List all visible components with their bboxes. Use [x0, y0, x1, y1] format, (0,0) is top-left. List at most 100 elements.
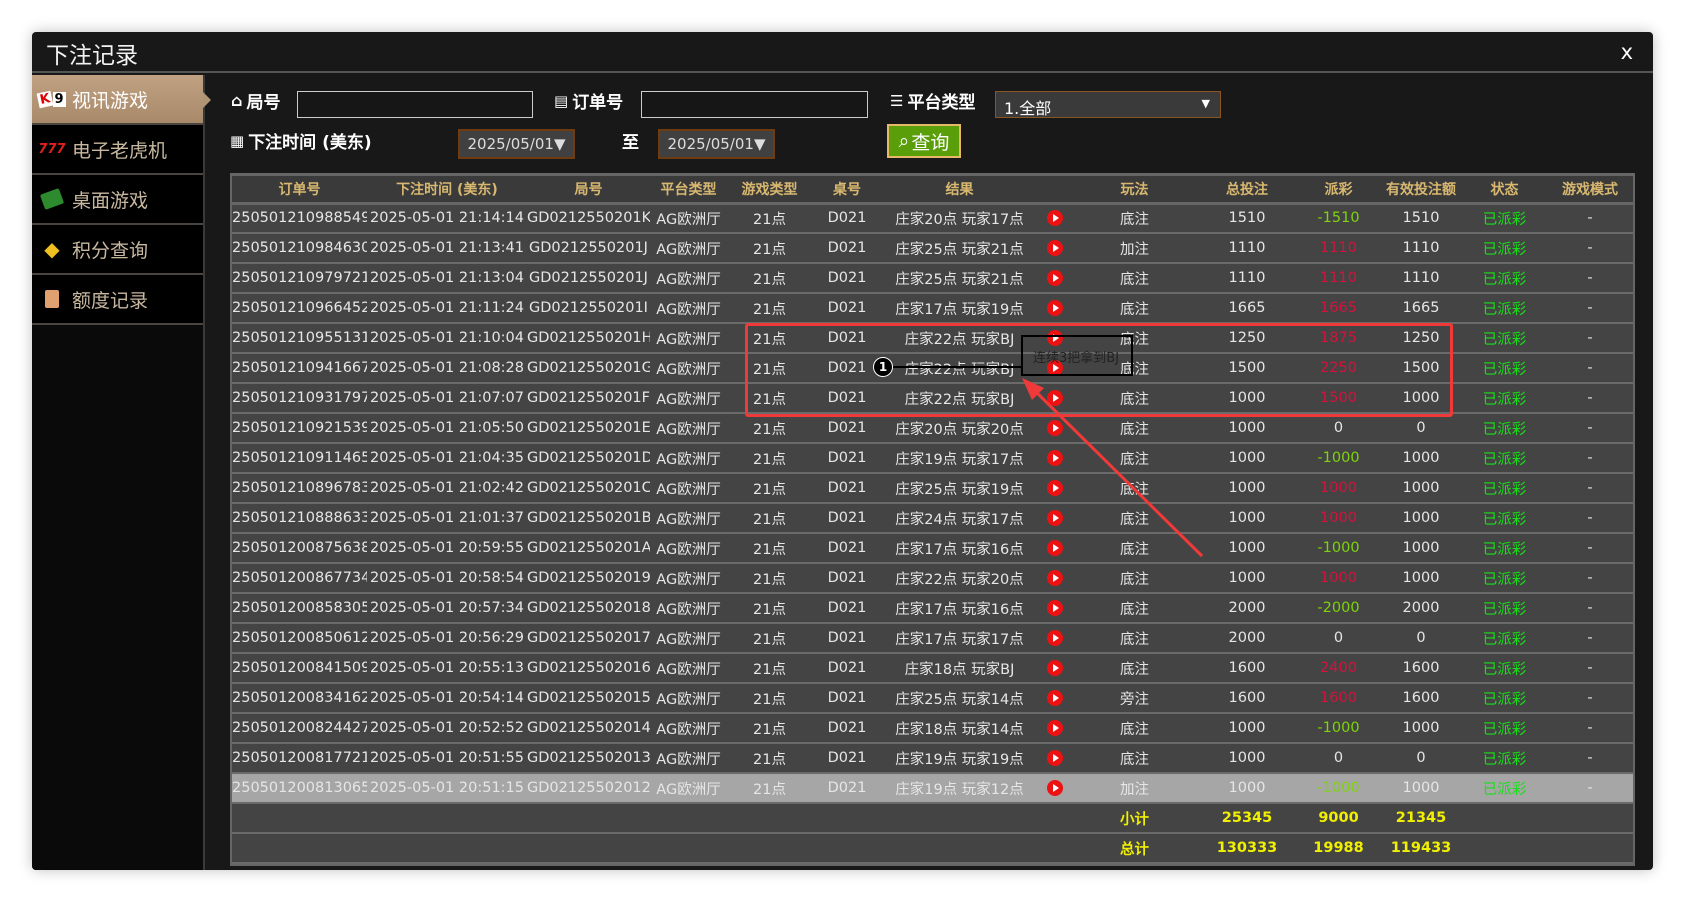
play-replay-icon[interactable] [1046, 630, 1063, 646]
play-replay-icon[interactable] [1046, 690, 1063, 706]
table-row[interactable]: 250501200867734 2025-05-01 20:58:54 GD0212… [232, 563, 1633, 594]
table-row[interactable]: 250501210941667 2025-05-01 21:08:28 GD0212… [232, 353, 1633, 384]
cell-bet-time: 2025-05-01 20:54:14 [367, 683, 527, 714]
close-button[interactable]: x [1620, 40, 1633, 64]
subtotal-total-bet: 25345 [1197, 803, 1297, 834]
table-row[interactable]: 250501200858305 2025-05-01 20:57:34 GD0212… [232, 593, 1633, 624]
play-replay-icon[interactable] [1046, 270, 1063, 286]
cell-table-no: D021 [812, 743, 882, 774]
cell-status: 已派彩 [1462, 563, 1547, 594]
sidebar-item-slots[interactable]: 777 电子老虎机 [32, 125, 203, 175]
play-replay-icon[interactable] [1046, 540, 1063, 556]
cell-play-method: 底注 [1072, 353, 1197, 384]
cell-game-type: 21点 [727, 503, 812, 534]
play-replay-icon[interactable] [1046, 450, 1063, 466]
cell-status: 已派彩 [1462, 683, 1547, 714]
platform-label: ☰ 平台类型 [890, 88, 975, 114]
query-button-label: 查询 [911, 131, 950, 154]
table-row[interactable]: 250501210988549 2025-05-01 21:14:14 GD0212… [232, 203, 1633, 234]
sidebar-item-table-games[interactable]: 桌面游戏 [32, 175, 203, 225]
table-row[interactable]: 250501200817721 2025-05-01 20:51:55 GD0212… [232, 743, 1633, 774]
play-replay-icon[interactable] [1046, 390, 1063, 406]
cell-valid-bet: 2000 [1380, 593, 1462, 624]
cell-play-method: 底注 [1072, 533, 1197, 564]
cell-game-type: 21点 [727, 653, 812, 684]
cell-round-no: GD0212550201I [527, 293, 650, 324]
platform-select[interactable]: 1.全部 ▼ [995, 91, 1221, 118]
cell-order-no: 250501210888633 [232, 503, 367, 534]
cell-order-no: 250501200867734 [232, 563, 367, 594]
cell-order-no: 250501210931797 [232, 383, 367, 414]
play-replay-icon[interactable] [1046, 510, 1063, 526]
table-row[interactable]: 250501210896783 2025-05-01 21:02:42 GD0212… [232, 473, 1633, 504]
play-replay-icon[interactable] [1046, 660, 1063, 676]
subtotal-valid-bet: 21345 [1380, 803, 1462, 834]
play-replay-icon[interactable] [1046, 480, 1063, 496]
table-row[interactable]: 250501200813065 2025-05-01 20:51:15 GD0212… [232, 773, 1633, 804]
table-row[interactable]: 250501200875638 2025-05-01 20:59:55 GD0212… [232, 533, 1633, 564]
play-replay-icon[interactable] [1046, 750, 1063, 766]
column-header: 状态 [1462, 176, 1547, 205]
cell-total-bet: 1000 [1197, 383, 1297, 414]
play-replay-icon[interactable] [1046, 570, 1063, 586]
query-button[interactable]: ⌕ 查询 [887, 124, 961, 158]
table-row[interactable]: 250501210966452 2025-05-01 21:11:24 GD0212… [232, 293, 1633, 324]
table-row[interactable]: 250501200834162 2025-05-01 20:54:14 GD0212… [232, 683, 1633, 714]
cell-game-type: 21点 [727, 323, 812, 354]
table-row[interactable]: 250501200850612 2025-05-01 20:56:29 GD0212… [232, 623, 1633, 654]
table-row[interactable]: 250501200824427 2025-05-01 20:52:52 GD0212… [232, 713, 1633, 744]
cell-result: 庄家18点 玩家14点 [882, 713, 1037, 744]
cell-order-no: 250501200875638 [232, 533, 367, 564]
table-row[interactable]: 250501210888633 2025-05-01 21:01:37 GD0212… [232, 503, 1633, 534]
round-input[interactable] [297, 91, 533, 118]
play-replay-icon[interactable] [1046, 360, 1063, 376]
cell-platform: AG欧洲厅 [650, 683, 727, 714]
date-to-picker[interactable]: 2025/05/01 ▼ [658, 129, 775, 159]
cell-game-type: 21点 [727, 743, 812, 774]
cell-round-no: GD0212550201E [527, 413, 650, 444]
play-replay-icon[interactable] [1046, 210, 1063, 227]
play-replay-icon[interactable] [1046, 780, 1063, 796]
cell-round-no: GD0212550201A [527, 533, 650, 564]
table-row[interactable]: 250501200841509 2025-05-01 20:55:13 GD0212… [232, 653, 1633, 684]
subtotal-payout: 9000 [1297, 803, 1380, 834]
cell-table-no: D021 [812, 683, 882, 714]
play-replay-icon[interactable] [1046, 330, 1063, 346]
cell-game-mode: - [1547, 653, 1633, 684]
play-replay-icon[interactable] [1046, 300, 1063, 316]
replay-cell [1037, 743, 1072, 774]
cell-play-method: 底注 [1072, 623, 1197, 654]
date-from-picker[interactable]: 2025/05/01 ▼ [458, 129, 575, 159]
table-row[interactable]: 250501210911465 2025-05-01 21:04:35 GD0212… [232, 443, 1633, 474]
order-input[interactable] [641, 91, 868, 118]
cell-platform: AG欧洲厅 [650, 263, 727, 294]
table-row[interactable]: 250501210931797 2025-05-01 21:07:07 GD0212… [232, 383, 1633, 414]
cell-status: 已派彩 [1462, 413, 1547, 444]
empty-cell [1462, 803, 1547, 834]
play-replay-icon[interactable] [1046, 600, 1063, 616]
sidebar-item-points[interactable]: ◆ 积分查询 [32, 225, 203, 275]
cell-game-mode: - [1547, 263, 1633, 294]
cell-payout: 1000 [1297, 563, 1380, 594]
cell-status: 已派彩 [1462, 653, 1547, 684]
cell-bet-time: 2025-05-01 21:02:42 [367, 473, 527, 504]
replay-cell [1037, 473, 1072, 504]
play-replay-icon[interactable] [1046, 240, 1063, 256]
cell-status: 已派彩 [1462, 593, 1547, 624]
table-row[interactable]: 250501210955131 2025-05-01 21:10:04 GD0212… [232, 323, 1633, 354]
table-row[interactable]: 250501210979721 2025-05-01 21:13:04 GD0212… [232, 263, 1633, 294]
table-row[interactable]: 250501210984630 2025-05-01 21:13:41 GD0212… [232, 233, 1633, 264]
sidebar-item-credit-records[interactable]: 额度记录 [32, 275, 203, 325]
play-replay-icon[interactable] [1046, 420, 1063, 436]
cell-total-bet: 1000 [1197, 773, 1297, 804]
play-replay-icon[interactable] [1046, 720, 1063, 736]
table-row[interactable]: 250501210921539 2025-05-01 21:05:50 GD0212… [232, 413, 1633, 444]
column-header: 游戏类型 [727, 176, 812, 205]
cell-game-type: 21点 [727, 563, 812, 594]
empty-cell [367, 803, 527, 834]
cell-game-mode: - [1547, 233, 1633, 264]
clipboard-icon: ▤ [554, 91, 569, 110]
cell-table-no: D021 [812, 773, 882, 804]
cell-status: 已派彩 [1462, 383, 1547, 414]
